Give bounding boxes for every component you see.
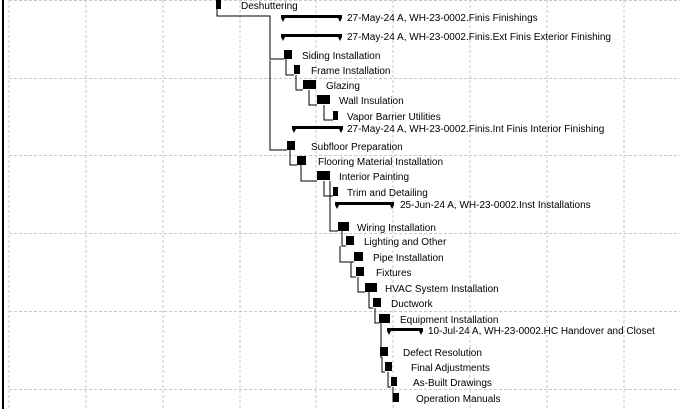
subfloor-preparation-bar[interactable]: [287, 141, 295, 150]
interior-finishing-label: 27-May-24 A, WH-23-0002.Finis.Int Finis …: [347, 124, 604, 135]
glazing-label: Glazing: [326, 81, 360, 92]
exterior-finishing-summary-start-marker: [281, 37, 285, 41]
pipe-installation-bar[interactable]: [354, 252, 363, 261]
relationship-line: [339, 246, 354, 263]
glazing-bar[interactable]: [303, 80, 316, 89]
exterior-finishing-summary-bar[interactable]: [281, 34, 342, 37]
deshuttering-bar[interactable]: [216, 0, 221, 9]
finishings-summary-bar[interactable]: [281, 15, 342, 18]
defect-resolution-bar[interactable]: [380, 347, 388, 356]
installations-label: 25-Jun-24 A, WH-23-0002.Inst Installatio…: [400, 200, 591, 211]
interior-finishing-summary-end-marker: [339, 129, 343, 133]
relationship-line: [295, 75, 303, 91]
installations-summary-start-marker: [335, 205, 339, 209]
handover-and-closet-summary-end-marker: [419, 331, 423, 335]
relationship-line: [323, 181, 333, 197]
relationship-line: [216, 9, 284, 60]
exterior-finishing-label: 27-May-24 A, WH-23-0002.Finis.Ext Finis …: [347, 32, 611, 43]
interior-finishing-summary-start-marker: [292, 129, 296, 133]
equipment-installation-label: Equipment Installation: [400, 315, 498, 326]
relationship-line: [374, 308, 379, 324]
relationship-line: [387, 372, 391, 388]
finishings-label: 27-May-24 A, WH-23-0002.Finis Finishings: [347, 13, 538, 24]
deshuttering-label: Deshuttering: [241, 1, 298, 12]
fixtures-label: Fixtures: [376, 268, 412, 279]
wiring-installation-label: Wiring Installation: [357, 223, 436, 234]
operation-manuals-bar[interactable]: [393, 393, 399, 402]
installations-summary-bar[interactable]: [335, 202, 394, 205]
relationship-line: [357, 277, 365, 293]
trim-and-detailing-label: Trim and Detailing: [347, 188, 428, 199]
defect-resolution-label: Defect Resolution: [403, 348, 482, 359]
relationship-line: [285, 59, 294, 76]
lighting-and-other-label: Lighting and Other: [364, 237, 447, 248]
exterior-finishing-summary-end-marker: [338, 37, 342, 41]
final-adjustments-bar[interactable]: [385, 362, 392, 371]
flooring-material-installation-bar[interactable]: [297, 156, 306, 165]
ductwork-bar[interactable]: [373, 298, 381, 307]
final-adjustments-label: Final Adjustments: [411, 363, 490, 374]
relationship-line: [289, 150, 297, 166]
equipment-installation-bar[interactable]: [379, 314, 390, 323]
relationship-line: [341, 231, 346, 247]
subfloor-preparation-label: Subfloor Preparation: [311, 142, 403, 153]
hvac-system-installation-bar[interactable]: [365, 283, 377, 292]
finishings-summary-start-marker: [281, 18, 285, 22]
wall-insulation-label: Wall Insulation: [339, 96, 404, 107]
trim-and-detailing-bar[interactable]: [333, 187, 338, 196]
relationship-line: [323, 105, 333, 121]
vapor-barrier-utilities-bar[interactable]: [333, 111, 338, 120]
relationship-line: [269, 60, 287, 151]
relationship-line: [329, 181, 338, 232]
siding-installation-bar[interactable]: [284, 50, 292, 59]
finishings-summary-end-marker: [338, 18, 342, 22]
handover-and-closet-summary-start-marker: [387, 331, 391, 335]
interior-finishing-summary-bar[interactable]: [292, 126, 343, 129]
as-built-drawings-bar[interactable]: [391, 377, 397, 386]
relationship-line: [300, 165, 317, 182]
ductwork-label: Ductwork: [391, 299, 434, 310]
relationship-line: [381, 357, 385, 373]
pipe-installation-label: Pipe Installation: [373, 253, 444, 264]
relationship-line: [308, 90, 317, 106]
interior-painting-label: Interior Painting: [339, 172, 409, 183]
lighting-and-other-bar[interactable]: [346, 236, 354, 245]
relationship-line: [380, 323, 382, 358]
hvac-system-installation-label: HVAC System Installation: [385, 284, 499, 295]
handover-and-closet-summary-bar[interactable]: [387, 328, 423, 331]
fixtures-bar[interactable]: [356, 267, 364, 276]
interior-painting-bar[interactable]: [317, 171, 330, 180]
wall-insulation-bar[interactable]: [317, 95, 330, 104]
as-built-drawings-label: As-Built Drawings: [413, 378, 492, 389]
wiring-installation-bar[interactable]: [338, 222, 349, 231]
flooring-material-installation-label: Flooring Material Installation: [318, 157, 443, 168]
frame-installation-label: Frame Installation: [311, 66, 390, 77]
frame-installation-bar[interactable]: [294, 65, 300, 74]
installations-summary-end-marker: [390, 205, 394, 209]
operation-manuals-label: Operation Manuals: [416, 394, 501, 405]
vapor-barrier-utilities-label: Vapor Barrier Utilities: [347, 112, 441, 123]
handover-and-closet-label: 10-Jul-24 A, WH-23-0002.HC Handover and …: [428, 326, 655, 337]
relationship-line: [368, 292, 373, 309]
relationship-line: [350, 262, 356, 278]
siding-installation-label: Siding Installation: [302, 51, 380, 62]
